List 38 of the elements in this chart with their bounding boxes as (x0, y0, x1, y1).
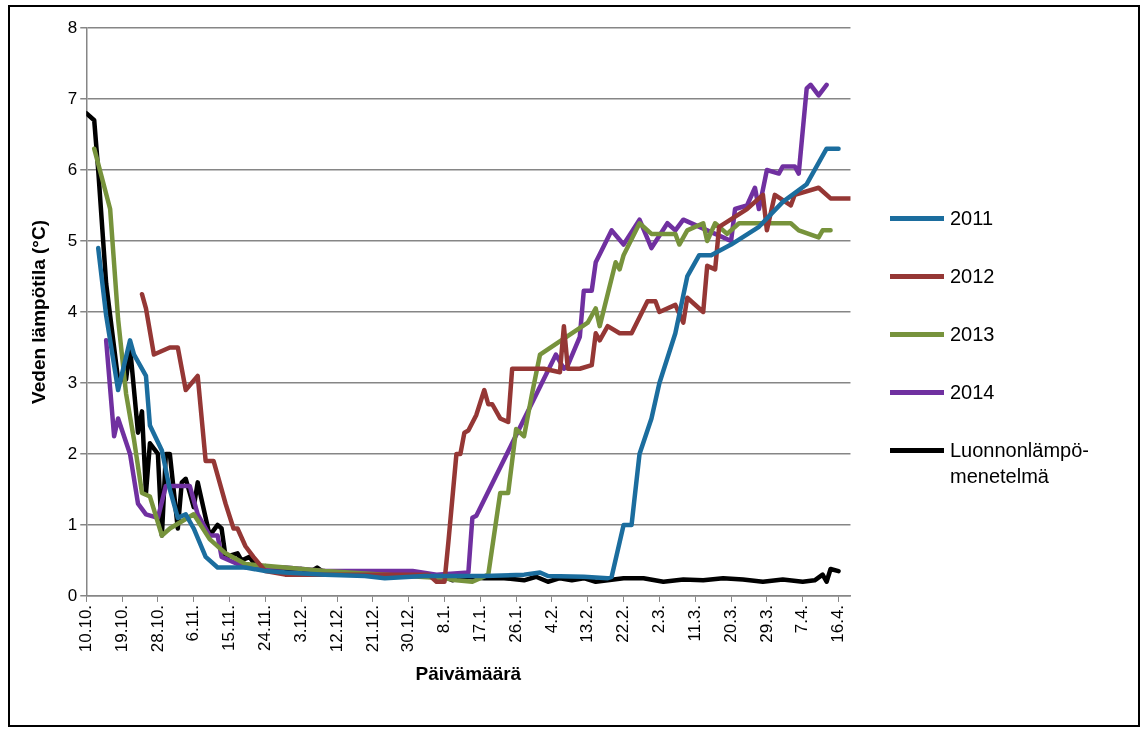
legend-label: Luonnonlämpö-menetelmä (950, 438, 1090, 489)
x-tick-label: 20.3. (720, 604, 740, 643)
x-axis-title: Päivämäärä (415, 662, 522, 684)
y-tick-label: 5 (67, 230, 78, 250)
x-tick-label: 26.1. (505, 604, 525, 643)
y-tick-label: 2 (67, 443, 78, 463)
x-tick-label: 8.1. (434, 604, 454, 634)
x-tick-label: 22.2. (613, 604, 633, 643)
x-tick-label: 4.2. (541, 604, 561, 634)
x-tick-label: 13.2. (577, 604, 597, 643)
y-axis-title: Veden lämpötila (°C) (27, 220, 49, 404)
legend-label: 2014 (950, 380, 996, 405)
x-tick-label: 3.12. (290, 604, 310, 643)
x-tick-label: 30.12. (398, 604, 418, 653)
x-tick-label: 2.3. (649, 604, 669, 634)
x-tick-label: 11.3. (684, 604, 704, 642)
x-tick-label: 19.10. (111, 604, 131, 653)
x-tick-label: 7.4. (792, 604, 812, 634)
x-tick-label: 28.10. (147, 604, 167, 653)
legend-label: 2011 (950, 206, 994, 231)
y-tick-label: 3 (67, 372, 78, 392)
x-tick-label: 24.11. (255, 604, 275, 651)
y-tick-label: 8 (67, 17, 78, 37)
x-tick-label: 17.1. (470, 604, 489, 643)
y-tick-label: 7 (67, 88, 78, 108)
x-tick-label: 21.12. (362, 604, 382, 653)
legend-label: 2013 (950, 322, 996, 347)
x-tick-label: 10.10. (75, 604, 95, 653)
y-tick-label: 4 (67, 301, 78, 321)
x-tick-label: 16.4. (828, 604, 848, 643)
x-tick-label: 15.11. (219, 604, 239, 651)
x-tick-label: 12.12. (326, 604, 346, 653)
legend-label: 2012 (950, 264, 996, 289)
x-tick-label: 6.11. (183, 604, 203, 642)
x-tick-label: 29.3. (756, 604, 776, 643)
y-tick-label: 6 (67, 159, 78, 179)
y-tick-label: 0 (67, 585, 78, 605)
y-tick-label: 1 (67, 514, 78, 534)
